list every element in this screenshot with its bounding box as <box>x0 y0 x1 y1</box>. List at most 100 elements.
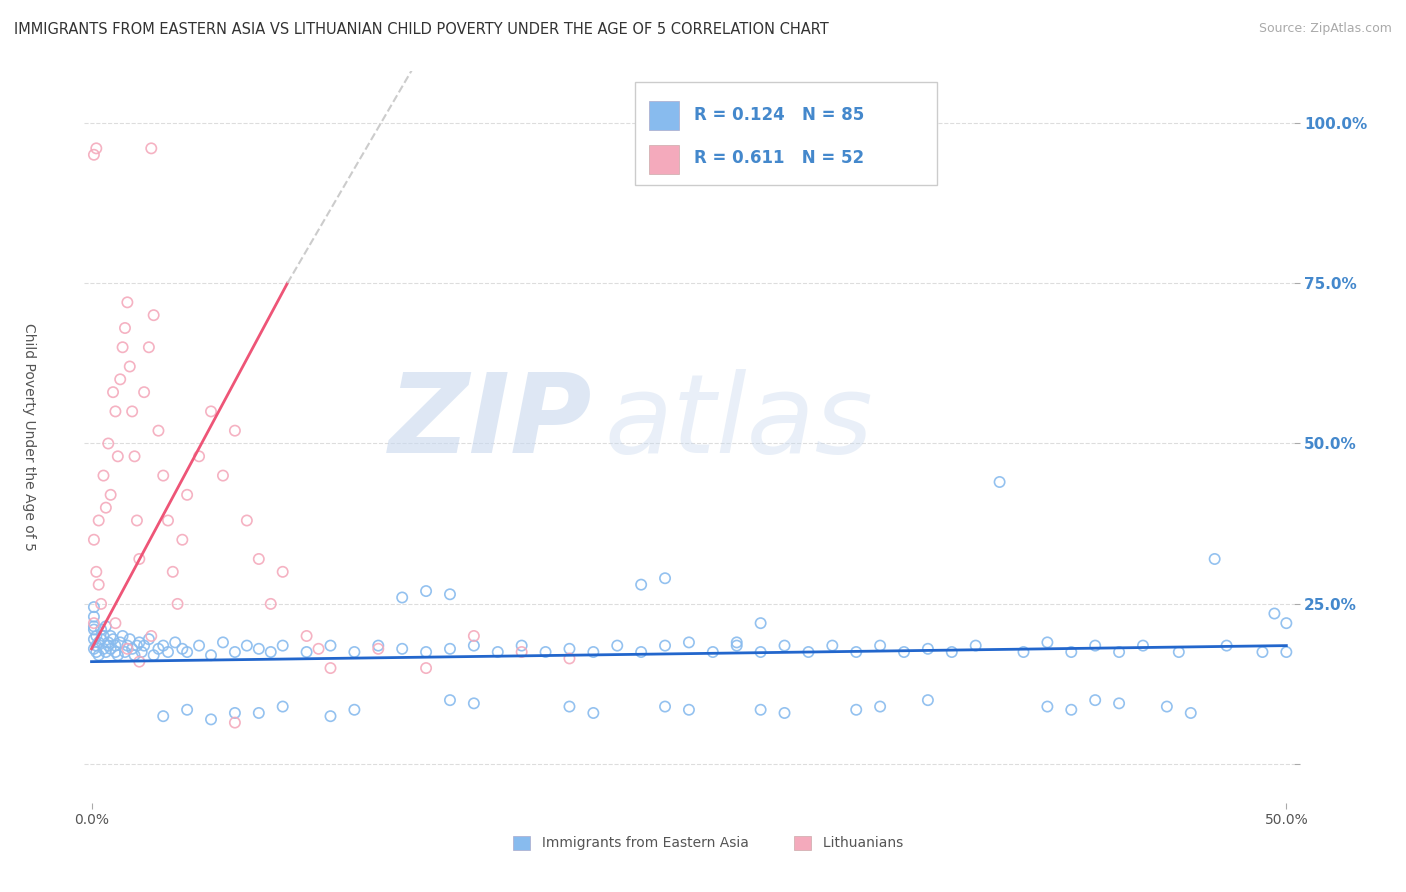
Point <box>84 639 107 653</box>
Point <box>128 655 150 669</box>
Point <box>156 514 179 528</box>
Point <box>107 450 129 464</box>
Point <box>247 706 270 720</box>
Point <box>104 639 127 653</box>
Point <box>463 629 485 643</box>
Point <box>749 645 772 659</box>
Point <box>295 645 318 659</box>
Point <box>1060 645 1083 659</box>
Point <box>117 641 139 656</box>
Point <box>121 641 143 656</box>
Point <box>97 635 120 649</box>
Point <box>172 533 194 547</box>
Text: ZIP: ZIP <box>388 369 592 476</box>
Point <box>1263 607 1285 621</box>
Point <box>965 639 987 653</box>
Point <box>319 709 342 723</box>
Point <box>415 661 437 675</box>
Point <box>917 693 939 707</box>
Point <box>247 552 270 566</box>
Point <box>463 697 485 711</box>
Point <box>84 629 107 643</box>
Point <box>510 645 533 659</box>
Point <box>125 514 148 528</box>
Point <box>630 577 652 591</box>
Point <box>83 148 105 162</box>
Point <box>83 600 105 615</box>
Point <box>260 597 283 611</box>
Point <box>1204 552 1226 566</box>
Point <box>558 641 581 656</box>
Point <box>391 641 413 656</box>
Point <box>108 372 131 386</box>
Bar <box>794 836 811 850</box>
Point <box>101 632 124 647</box>
Point <box>247 641 270 656</box>
Point <box>83 623 105 637</box>
Point <box>138 340 160 354</box>
Point <box>156 645 179 659</box>
Point <box>83 616 105 631</box>
Point <box>725 635 748 649</box>
Point <box>152 709 174 723</box>
Point <box>260 645 283 659</box>
Point <box>83 632 105 647</box>
Point <box>1108 645 1130 659</box>
Point <box>1108 697 1130 711</box>
Point <box>148 641 170 656</box>
Point <box>172 641 194 656</box>
Point <box>188 639 211 653</box>
Point <box>941 645 963 659</box>
Point <box>200 712 222 726</box>
Point <box>100 488 122 502</box>
Point <box>271 565 294 579</box>
Point <box>84 565 107 579</box>
Point <box>118 359 141 374</box>
Point <box>131 645 153 659</box>
Point <box>236 639 259 653</box>
Text: R = 0.124   N = 85: R = 0.124 N = 85 <box>693 105 865 123</box>
Point <box>87 577 110 591</box>
Point <box>152 468 174 483</box>
Point <box>558 699 581 714</box>
Point <box>463 639 485 653</box>
Point <box>90 597 112 611</box>
Point <box>94 645 117 659</box>
Point <box>111 340 134 354</box>
Point <box>1012 645 1035 659</box>
Point <box>869 699 891 714</box>
Point <box>749 703 772 717</box>
Point <box>271 699 294 714</box>
Point <box>773 639 796 653</box>
Point <box>104 616 127 631</box>
Point <box>132 639 155 653</box>
Point <box>142 648 165 663</box>
Point <box>1060 703 1083 717</box>
Point <box>678 635 700 649</box>
Point <box>84 141 107 155</box>
Point <box>630 645 652 659</box>
Y-axis label: Child Poverty Under the Age of 5: Child Poverty Under the Age of 5 <box>22 323 37 551</box>
Point <box>869 639 891 653</box>
Point <box>93 641 115 656</box>
Point <box>510 639 533 653</box>
Point <box>93 468 115 483</box>
Point <box>114 645 136 659</box>
Point <box>125 639 148 653</box>
Point <box>93 629 115 643</box>
Point <box>90 632 112 647</box>
Point <box>97 436 120 450</box>
Point <box>141 141 163 155</box>
Point <box>702 645 724 659</box>
Point <box>1132 639 1154 653</box>
Point <box>94 619 117 633</box>
Point <box>117 639 139 653</box>
Bar <box>513 836 530 850</box>
Point <box>749 616 772 631</box>
Point <box>773 706 796 720</box>
Point <box>988 475 1011 489</box>
Point <box>1036 699 1059 714</box>
Point <box>162 565 184 579</box>
FancyBboxPatch shape <box>650 145 679 174</box>
Point <box>176 703 198 717</box>
